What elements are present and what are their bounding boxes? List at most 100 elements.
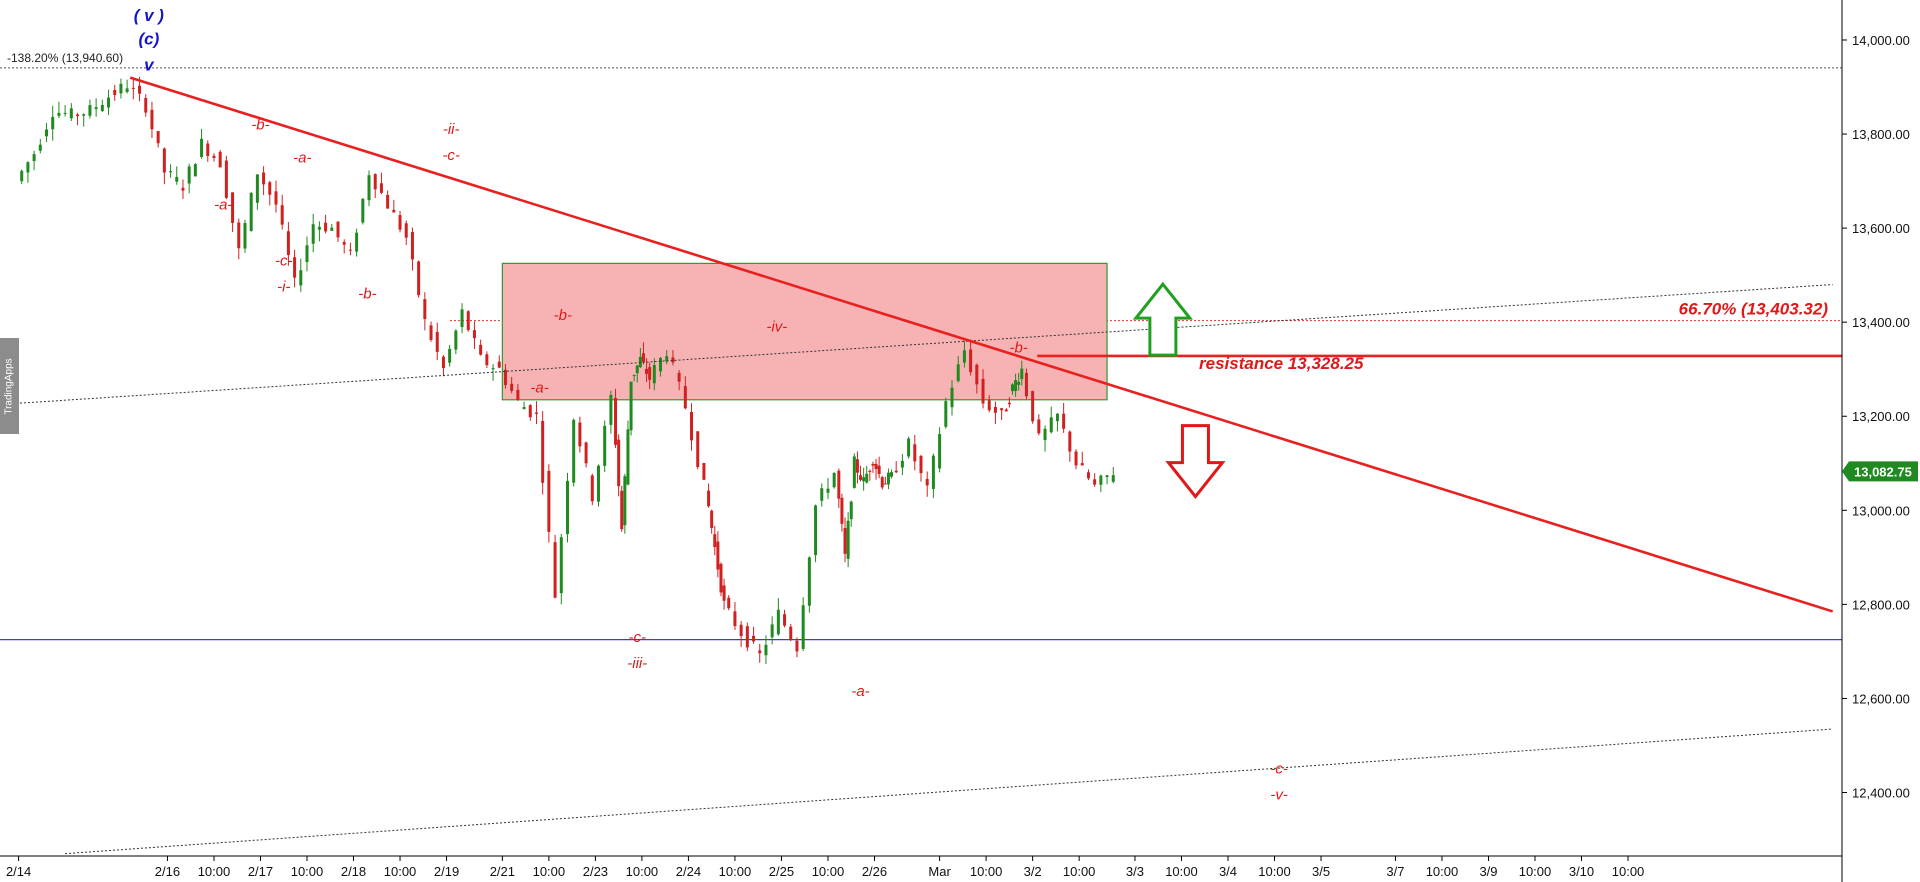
watermark-badge: TradingApps (0, 338, 19, 434)
candle-body (466, 311, 470, 331)
candle-body (1020, 368, 1024, 380)
candle-body (596, 465, 600, 502)
candle-body (665, 356, 669, 362)
candle-body (231, 192, 235, 224)
candle-body (479, 344, 483, 355)
candle-body (119, 83, 123, 94)
resistance-zone-box (501, 262, 1108, 401)
candle-body (886, 472, 890, 485)
candle-body (1010, 384, 1014, 392)
x-tick-label: 3/5 (1312, 864, 1330, 879)
candle-body (435, 331, 439, 352)
candle-body (632, 374, 636, 376)
x-tick-label: 10:00 (384, 864, 417, 879)
candle-body (156, 131, 160, 144)
candle-body (144, 97, 148, 113)
watermark-text: TradingApps (4, 357, 16, 415)
candle-body (82, 114, 86, 116)
candle-body (175, 176, 179, 182)
candle-body (448, 348, 452, 363)
candle-body (206, 143, 210, 157)
candle-body (26, 162, 30, 173)
candle-body (125, 88, 129, 92)
candle-body (280, 205, 284, 225)
x-tick-label: 10:00 (1063, 864, 1096, 879)
candle-body (1004, 409, 1008, 412)
candle-body (776, 609, 780, 635)
candle-body (880, 477, 884, 488)
candle-body (113, 89, 117, 95)
candle-body (193, 164, 197, 177)
candle-body (429, 325, 433, 340)
candle-body (379, 183, 383, 193)
candle-body (590, 475, 594, 502)
x-tick-label: 2/18 (341, 864, 366, 879)
candle-body (355, 232, 359, 252)
candle-body (32, 154, 36, 162)
candle-body (342, 241, 346, 245)
wave-label: -v- (1270, 787, 1288, 804)
y-tick-label: 13,000.00 (1852, 503, 1910, 518)
candle-body (299, 270, 303, 286)
candle-body (565, 480, 569, 535)
candle-body (843, 528, 847, 554)
x-tick-label: 3/7 (1386, 864, 1404, 879)
candle-body (962, 350, 966, 363)
x-tick-label: 10:00 (719, 864, 752, 879)
wave-label: -b- (358, 286, 376, 303)
arrow-down-icon (1165, 424, 1226, 499)
candle-body (181, 187, 185, 191)
candle-body (683, 386, 687, 409)
x-tick-label: 2/14 (6, 864, 31, 879)
candle-body (584, 442, 588, 464)
wave-label: -i- (277, 279, 290, 296)
candle-body (944, 401, 948, 427)
candle-body (874, 463, 878, 470)
candle-body (1099, 475, 1103, 485)
fib-top-label: -138.20% (13,940.60) (7, 51, 123, 65)
candle-body (212, 155, 216, 159)
candle-body (367, 175, 371, 201)
wave-label: ( v ) (134, 6, 165, 25)
candle-body (852, 456, 856, 488)
wave-label: -ii- (443, 121, 460, 138)
candle-body (224, 160, 228, 198)
arrow-up-icon (1132, 281, 1193, 357)
candle-body (200, 138, 204, 158)
candle-body (617, 439, 621, 487)
x-tick-label: 10:00 (626, 864, 659, 879)
candle-body (417, 261, 421, 296)
wave-label: -c- (275, 253, 293, 270)
candle-body (76, 114, 80, 117)
candle-body (441, 356, 445, 369)
candle-body (274, 191, 278, 205)
x-tick-label: 10:00 (1426, 864, 1459, 879)
candle-body (547, 470, 551, 532)
y-tick-label: 12,600.00 (1852, 691, 1910, 706)
y-tick-label: 12,800.00 (1852, 597, 1910, 612)
y-tick-label: 14,000.00 (1852, 33, 1910, 48)
x-tick-label: 10:00 (198, 864, 231, 879)
candle-body (620, 490, 624, 530)
candle-body (603, 425, 607, 466)
candle-body (722, 585, 726, 601)
candle-body (169, 171, 173, 173)
candle-body (846, 520, 850, 559)
x-tick-label: 10:00 (812, 864, 845, 879)
candle-body (907, 438, 911, 457)
candle-body (931, 455, 935, 489)
candle-body (1007, 402, 1011, 405)
candle-body (534, 412, 538, 414)
last-price-tag (1842, 461, 1918, 482)
candle-body (1068, 431, 1072, 452)
wave-label: v (144, 56, 155, 75)
wave-label: -iv- (766, 319, 787, 336)
candle-body (237, 222, 241, 249)
candle-body (1086, 472, 1090, 479)
x-tick-label: 10:00 (291, 864, 324, 879)
candle-body (485, 354, 489, 366)
candle-body (491, 368, 495, 370)
wave-label: -a- (293, 149, 311, 166)
downtrend-line (129, 76, 1834, 613)
